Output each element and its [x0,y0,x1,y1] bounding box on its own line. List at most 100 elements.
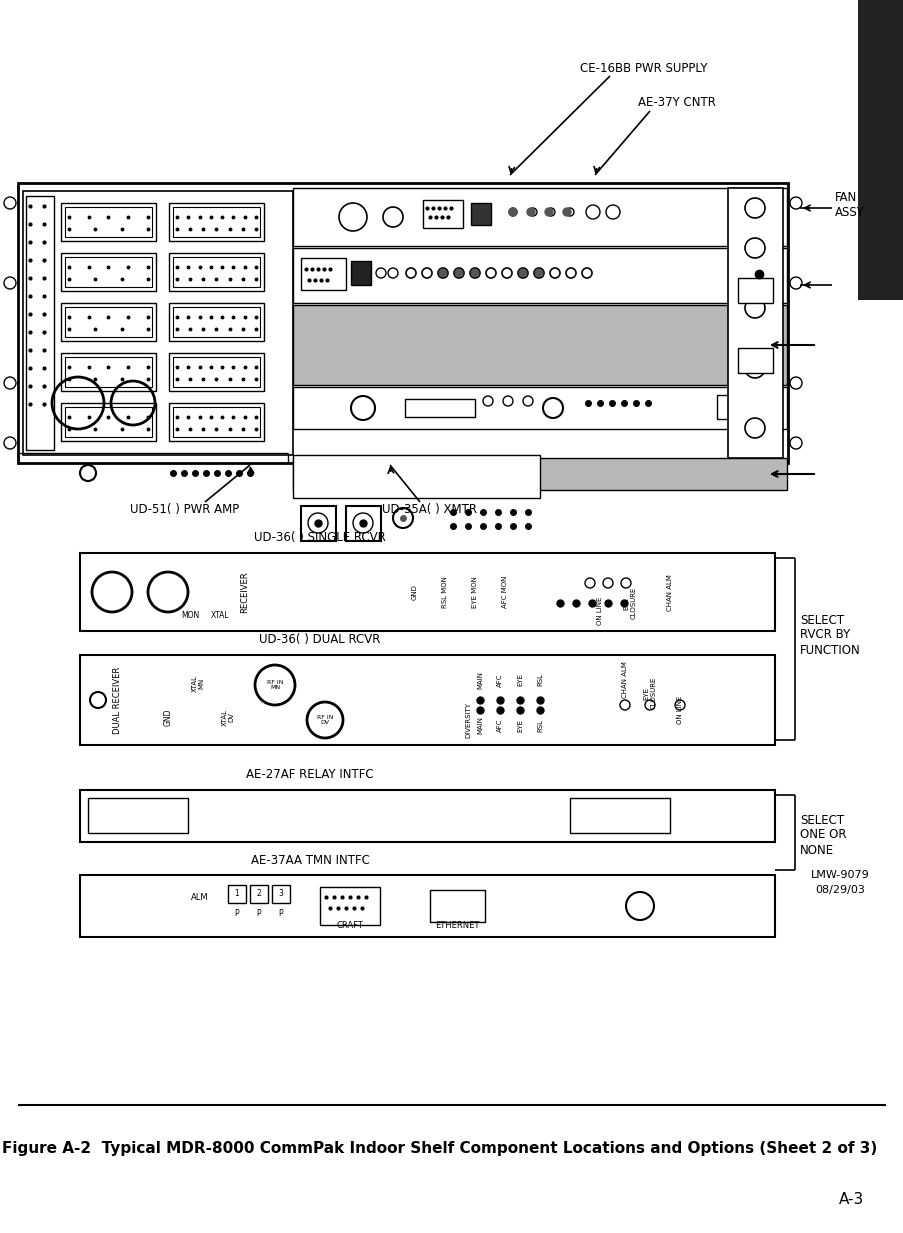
Bar [423,200,462,228]
Text: GND: GND [412,584,417,600]
Bar [26,196,54,450]
Text: 2: 2 [256,889,261,899]
Bar [346,506,380,541]
Bar [169,353,264,391]
Text: EYE
CLOSURE: EYE CLOSURE [643,677,656,709]
Bar [570,798,669,834]
Circle shape [519,270,526,276]
Bar [172,358,260,387]
Text: EYE: EYE [517,719,523,731]
Bar [405,399,474,417]
Text: DUAL RECEIVER: DUAL RECEIVER [114,666,123,734]
Text: EYE: EYE [517,673,523,687]
Circle shape [471,270,478,276]
Text: AE-37Y CNTR: AE-37Y CNTR [638,96,715,110]
Text: UD-36( ) SINGLE RCVR: UD-36( ) SINGLE RCVR [254,530,386,544]
Text: EYE MON: EYE MON [471,576,478,608]
Circle shape [563,208,571,216]
Bar [350,261,370,285]
Text: AFC: AFC [497,673,502,687]
Bar [18,182,787,464]
Text: UD-51( ) PWR AMP: UD-51( ) PWR AMP [130,503,239,517]
Text: GND: GND [163,708,172,726]
Bar [172,207,260,237]
Circle shape [508,208,517,216]
Text: 3: 3 [278,889,284,899]
Text: AE-27AF RELAY INTFC: AE-27AF RELAY INTFC [246,768,374,782]
Bar [169,303,264,342]
Text: MAIN: MAIN [477,671,482,689]
Bar [470,203,490,224]
Text: ON LINE: ON LINE [676,695,683,724]
Bar [301,258,346,290]
Text: UD-35A( ) XMTR: UD-35A( ) XMTR [382,503,477,517]
Text: ALM: ALM [191,893,209,901]
Bar [61,353,156,391]
Bar [293,387,787,429]
Text: XTAL
DV: XTAL DV [221,709,234,725]
Bar [228,885,246,903]
Bar [756,203,774,224]
Bar [430,890,485,922]
Text: XTAL: XTAL [210,610,229,619]
Bar [727,187,782,457]
Bar [172,307,260,337]
Bar [79,875,774,937]
Text: 08/29/03: 08/29/03 [815,885,864,895]
Bar [61,403,156,441]
Text: SELECT
ONE OR
NONE: SELECT ONE OR NONE [799,814,845,857]
Bar [172,407,260,436]
Bar [320,887,379,925]
Text: DIVERSITY: DIVERSITY [464,702,470,739]
Bar [65,307,152,337]
Text: AFC MON: AFC MON [501,576,507,608]
Bar [749,263,768,285]
Text: CHAN ALM: CHAN ALM [621,662,628,698]
Text: A-3: A-3 [839,1192,863,1207]
Text: CE-16BB PWR SUPPLY: CE-16BB PWR SUPPLY [580,62,707,74]
Text: RSL: RSL [536,719,543,731]
Bar [23,191,293,455]
Text: RSL MON: RSL MON [442,576,448,608]
Text: RSL: RSL [536,673,543,687]
Bar [169,253,264,291]
Text: AFC: AFC [497,719,502,731]
Circle shape [535,270,542,276]
Text: RECEIVER: RECEIVER [240,571,249,613]
Bar [61,253,156,291]
Bar [172,256,260,287]
Text: RF IN
DV: RF IN DV [316,715,333,725]
Bar [293,248,787,303]
Text: LMW-9079: LMW-9079 [810,870,869,880]
Bar [293,305,787,385]
Bar [857,0,903,300]
Bar [79,552,774,631]
Bar [61,303,156,342]
Text: 1: 1 [235,889,239,899]
Bar [65,207,152,237]
Text: ETHERNET: ETHERNET [434,921,479,930]
Bar [169,203,264,240]
Circle shape [455,270,462,276]
Bar [61,203,156,240]
Bar [88,798,188,834]
Circle shape [439,270,446,276]
Bar [293,457,787,490]
Bar [293,455,539,498]
Text: MON: MON [181,610,199,619]
Bar [737,277,772,303]
Bar [301,506,336,541]
Text: XTAL
MN: XTAL MN [191,674,204,692]
Text: P: P [278,909,283,917]
Text: Figure A-2  Typical MDR-8000 CommPak Indoor Shelf Component Locations and Option: Figure A-2 Typical MDR-8000 CommPak Indo… [3,1141,877,1155]
Bar [65,407,152,436]
Bar [79,655,774,745]
Text: ON LINE: ON LINE [596,597,602,625]
Bar [293,187,787,247]
Circle shape [526,208,535,216]
Text: UD-36( ) DUAL RCVR: UD-36( ) DUAL RCVR [259,633,380,646]
Text: FAN
ASSY: FAN ASSY [834,191,864,219]
Bar [250,885,267,903]
Circle shape [545,208,553,216]
Text: AE-37AA TMN INTFC: AE-37AA TMN INTFC [250,853,369,867]
